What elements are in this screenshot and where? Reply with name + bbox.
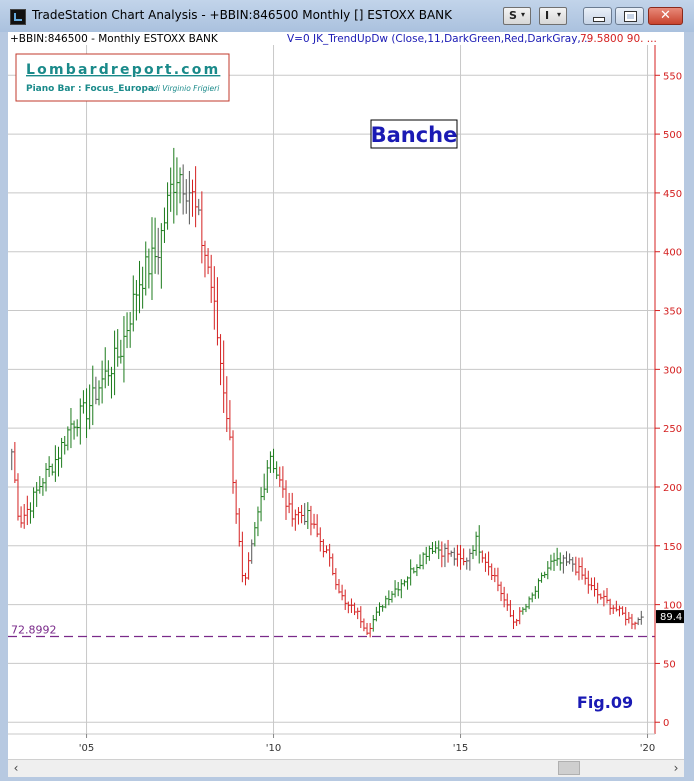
minimize-icon: [593, 17, 605, 22]
x-tick-label: '15: [453, 743, 468, 754]
last-price-marker: 89.4: [656, 610, 684, 624]
y-tick-label: 0: [663, 718, 669, 729]
indicator-info: V=0 JK_TrendUpDw (Close,11,DarkGreen,Red…: [287, 33, 591, 45]
y-tick-label: 450: [663, 189, 682, 200]
insert-menu-button[interactable]: I ▾: [539, 7, 567, 25]
close-button[interactable]: ✕: [648, 7, 683, 25]
price-bars: [11, 147, 644, 638]
banner-box: Banche: [370, 119, 458, 149]
x-axis-ticks: '05 '10 '15 '20: [79, 734, 655, 754]
maximize-icon: [624, 11, 637, 22]
watermark-author: di Virginio Frigieri: [153, 84, 220, 93]
x-tick-label: '10: [266, 743, 281, 754]
lombardreport-watermark: Lombardreport.com Piano Bar : Focus_Euro…: [15, 53, 230, 102]
tradestation-app-icon: [10, 9, 26, 25]
x-tick-label: '05: [79, 743, 94, 754]
last-price-label: 89.4: [660, 612, 682, 623]
price-chart[interactable]: 72.8992 0 50 100 150 200 250 300 350 400 450 500 55…: [8, 32, 684, 759]
style-menu-button[interactable]: S ▾: [503, 7, 531, 25]
y-tick-label: 350: [663, 307, 682, 318]
y-tick-label: 150: [663, 542, 682, 553]
y-tick-label: 50: [663, 659, 676, 670]
scroll-thumb[interactable]: [558, 761, 580, 775]
y-tick-label: 300: [663, 365, 682, 376]
window-frame-bottom: [0, 776, 694, 781]
y-axis-ticks: 0 50 100 150 200 250 300 350 400 450 500 550: [655, 71, 682, 729]
x-tick-label: '20: [640, 743, 655, 754]
y-tick-label: 100: [663, 601, 682, 612]
watermark-site: Lombardreport.com: [26, 62, 220, 78]
close-icon: ✕: [660, 8, 671, 23]
chevron-down-icon: ▾: [557, 10, 562, 19]
y-tick-label: 400: [663, 248, 682, 259]
scroll-left-icon[interactable]: ‹: [13, 761, 19, 775]
window-title: TradeStation Chart Analysis - +BBIN:8465…: [32, 8, 453, 22]
figure-number: Fig.09: [577, 693, 633, 712]
y-tick-label: 200: [663, 483, 682, 494]
y-tick-label: 250: [663, 424, 682, 435]
title-bar[interactable]: TradeStation Chart Analysis - +BBIN:8465…: [0, 0, 694, 33]
support-level-label: 72.8992: [11, 623, 57, 636]
y-tick-label: 500: [663, 130, 682, 141]
chart-grid: [8, 40, 655, 734]
banner-title: Banche: [371, 123, 458, 147]
indicator-values: 79.5800 90. ...: [580, 33, 657, 45]
y-tick-label: 550: [663, 71, 682, 82]
watermark-subtitle: Piano Bar : Focus_Europa: [26, 84, 154, 94]
header-strip: [8, 32, 684, 45]
window-frame-left: [0, 32, 8, 781]
scroll-right-icon[interactable]: ›: [673, 761, 679, 775]
insert-button-label: I: [545, 9, 550, 22]
horizontal-scrollbar[interactable]: ‹ ›: [8, 759, 684, 777]
symbol-info: +BBIN:846500 - Monthly ESTOXX BANK: [10, 33, 219, 45]
chart-plot-area[interactable]: 72.8992 0 50 100 150 200 250 300 350 400 450 500 55…: [8, 32, 684, 759]
style-button-label: S: [509, 9, 517, 22]
chevron-down-icon: ▾: [521, 10, 526, 19]
maximize-button[interactable]: [615, 7, 644, 25]
minimize-button[interactable]: [583, 7, 612, 25]
window-frame-right: [684, 32, 694, 781]
